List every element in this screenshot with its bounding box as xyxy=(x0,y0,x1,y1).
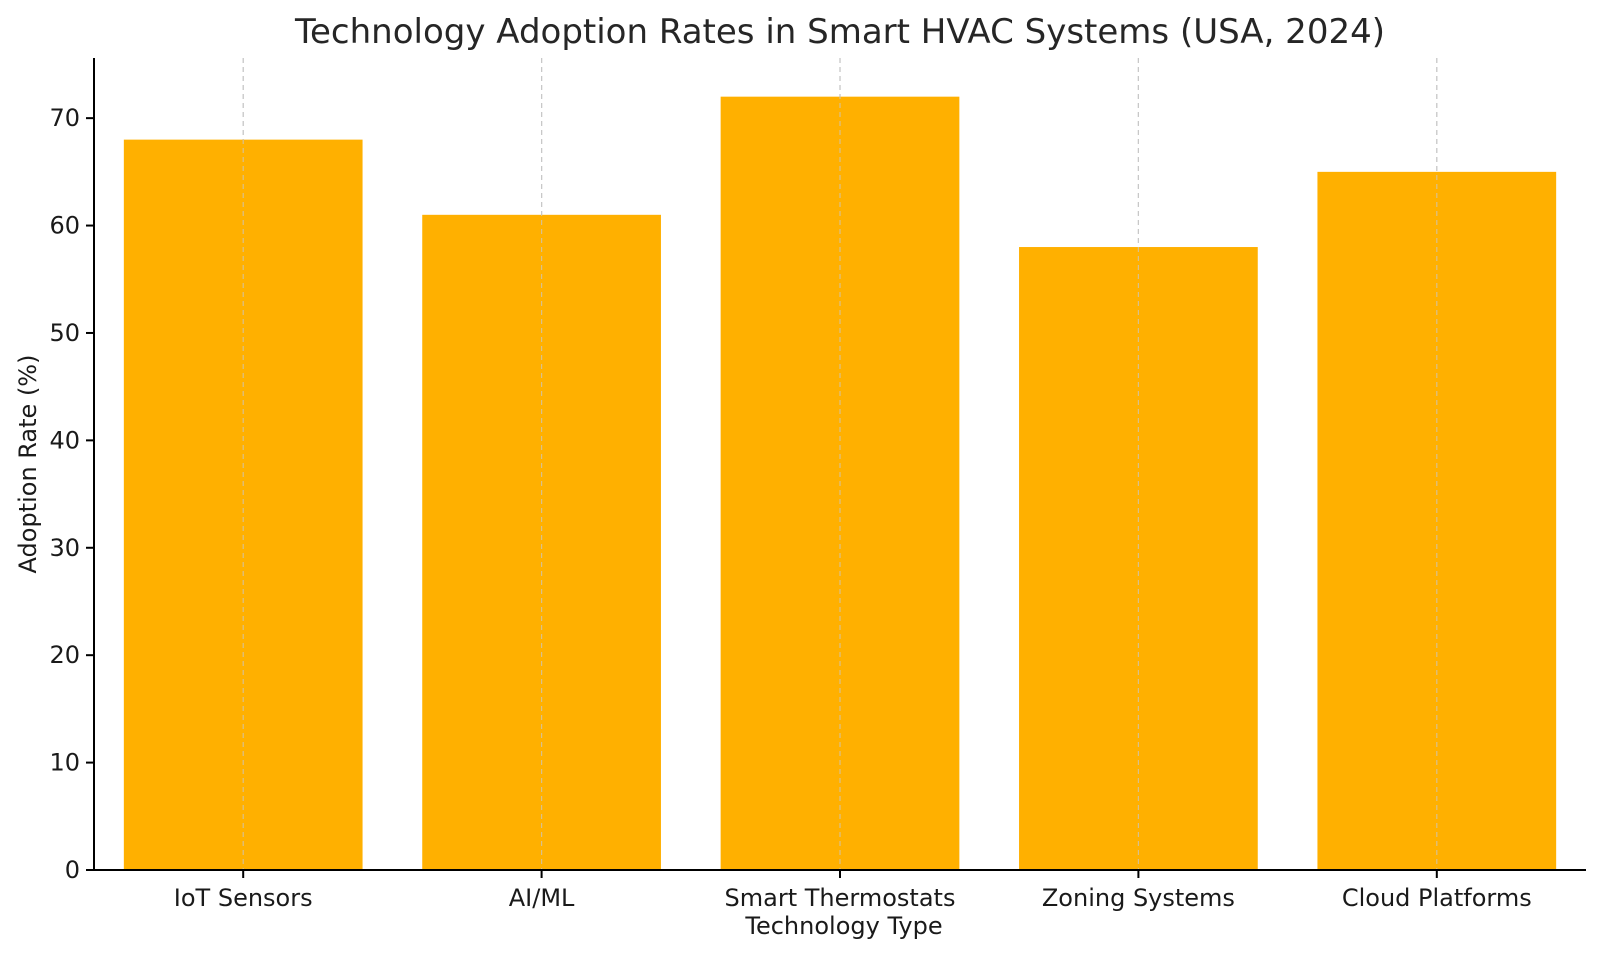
y-tick-label: 70 xyxy=(49,104,80,132)
x-tick-label: Zoning Systems xyxy=(1042,884,1235,912)
y-tick-label: 50 xyxy=(49,319,80,347)
x-axis-label: Technology Type xyxy=(744,912,942,940)
y-tick-label: 30 xyxy=(49,534,80,562)
chart-title: Technology Adoption Rates in Smart HVAC … xyxy=(294,12,1385,52)
gridline-overlay-layer xyxy=(242,58,1438,870)
y-tick-label: 20 xyxy=(49,641,80,669)
x-tick-label: Smart Thermostats xyxy=(725,884,956,912)
y-tick-label: 40 xyxy=(49,426,80,454)
x-tick-label: AI/ML xyxy=(509,884,575,912)
y-tick-label: 10 xyxy=(49,749,80,777)
y-tick-label: 0 xyxy=(65,856,80,884)
x-tick-label: IoT Sensors xyxy=(174,884,313,912)
x-tick-label: Cloud Platforms xyxy=(1342,884,1532,912)
y-axis-label: Adoption Rate (%) xyxy=(14,355,42,574)
bar xyxy=(123,139,363,870)
y-tick-label: 60 xyxy=(49,212,80,240)
y-ticks: 0 10 20 30 40 50 60 70 xyxy=(49,104,94,884)
x-ticks: IoT Sensors AI/ML Smart Thermostats Zoning … xyxy=(174,870,1532,912)
